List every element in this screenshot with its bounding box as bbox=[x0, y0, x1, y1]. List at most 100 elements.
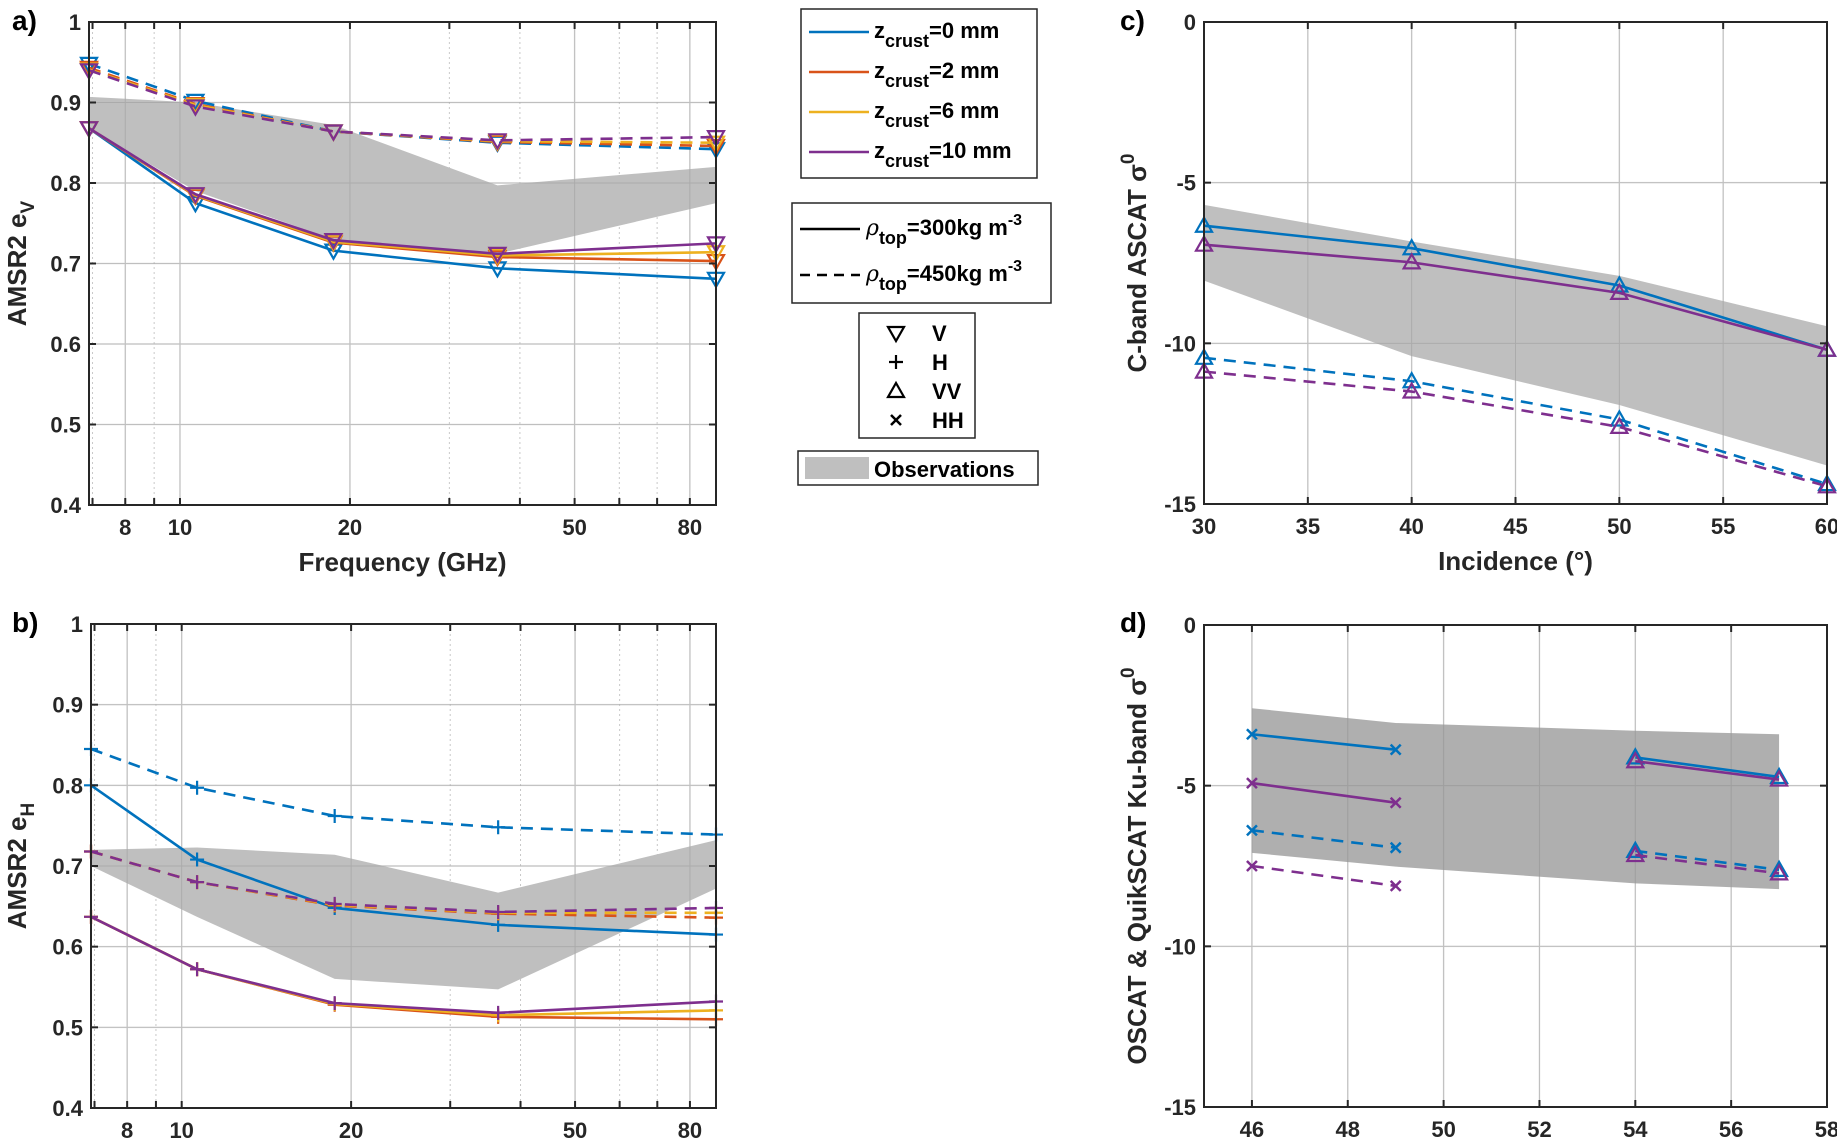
legend-item-crust: zcrust=6 mm bbox=[809, 98, 999, 131]
y-tick-label: 0.4 bbox=[50, 493, 81, 518]
data-point bbox=[190, 875, 205, 890]
panel-b: 0.4 0.5 0.6 0.7 0.8 0.9 1 8 10 20 50 80 AMSR2 eH b) bbox=[2, 607, 723, 1142]
observations-label: Observations bbox=[874, 457, 1015, 482]
legend-density: ρtop=300kg m-3 ρtop=450kg m-3 bbox=[791, 202, 1052, 304]
series-line bbox=[90, 747, 717, 836]
y-tick-label: -5 bbox=[1176, 774, 1196, 799]
data-point bbox=[1401, 371, 1422, 389]
x-tick-label: 50 bbox=[562, 515, 586, 540]
series-dashed-crust-10 bbox=[1625, 844, 1789, 881]
y-tick-label: -5 bbox=[1176, 171, 1196, 196]
x-tick-label: 10 bbox=[168, 515, 192, 540]
x-axis-label: Frequency (GHz) bbox=[298, 547, 506, 577]
panel-label: b) bbox=[12, 607, 38, 638]
series-solid-crust-0 bbox=[1625, 747, 1789, 785]
y-tick-label: 0.6 bbox=[50, 332, 81, 357]
legend-item-crust: zcrust=0 mm bbox=[809, 18, 999, 51]
series-line bbox=[88, 66, 717, 148]
x-tick-label: 8 bbox=[121, 1118, 133, 1142]
x-tick-label: 58 bbox=[1815, 1117, 1837, 1142]
series-line bbox=[1203, 243, 1828, 352]
x-axis-label: Incidence (°) bbox=[1438, 546, 1593, 576]
legend-label: zcrust=2 mm bbox=[874, 58, 999, 91]
y-tick-label: 1 bbox=[71, 612, 83, 637]
series-line bbox=[1203, 356, 1828, 486]
series-line bbox=[1251, 732, 1396, 751]
y-tick-label: 0.4 bbox=[52, 1096, 83, 1121]
data-point bbox=[487, 246, 508, 265]
x-tick-label: 80 bbox=[678, 515, 702, 540]
y-tick-label: -15 bbox=[1164, 1095, 1196, 1120]
data-point bbox=[1246, 728, 1258, 741]
legend-label: zcrust=10 mm bbox=[874, 138, 1012, 171]
series-solid-crust-10 bbox=[79, 121, 726, 265]
data-point bbox=[327, 896, 342, 911]
x-tick-label: 50 bbox=[1431, 1117, 1455, 1142]
x-tick-label: 45 bbox=[1503, 514, 1527, 539]
series-line bbox=[1203, 370, 1828, 488]
series-solid-crust-0 bbox=[1246, 728, 1402, 756]
data-point bbox=[1401, 252, 1422, 270]
legend-density-box bbox=[791, 202, 1052, 304]
observations-band bbox=[1204, 204, 1827, 466]
x-tick-label: 48 bbox=[1336, 1117, 1360, 1142]
data-point bbox=[1389, 841, 1402, 854]
legend-crust-box bbox=[800, 8, 1038, 179]
x-tick-label: 10 bbox=[169, 1118, 193, 1142]
data-point bbox=[487, 133, 508, 151]
legend-item-crust: zcrust=2 mm bbox=[809, 58, 999, 91]
series-line bbox=[88, 127, 717, 256]
y-tick-label: 0 bbox=[1184, 10, 1196, 35]
legend-label: zcrust=6 mm bbox=[874, 98, 999, 131]
data-point bbox=[1389, 743, 1402, 756]
data-point bbox=[1769, 769, 1789, 787]
legend-label: HH bbox=[932, 408, 964, 433]
panel-c: -15 -10 -5 0 30 35 40 45 50 55 60 Incidence (°) C-ba… bbox=[1118, 5, 1837, 576]
series-line bbox=[1635, 756, 1780, 779]
legend-label: zcrust=0 mm bbox=[874, 18, 999, 51]
series-line bbox=[1251, 829, 1396, 849]
legend-label: ρtop=450kg m-3 bbox=[865, 258, 1022, 294]
x-tick-label: 20 bbox=[339, 1118, 363, 1142]
y-tick-label: 0.5 bbox=[50, 413, 81, 438]
data-point bbox=[190, 780, 205, 795]
data-point bbox=[1769, 859, 1789, 877]
observations-band bbox=[89, 96, 716, 254]
series-line bbox=[1251, 864, 1396, 888]
series-line bbox=[88, 68, 717, 145]
y-tick-label: 0.5 bbox=[52, 1015, 83, 1040]
y-axis-label: AMSR2 eH bbox=[2, 803, 39, 929]
series-line bbox=[88, 69, 717, 142]
series-line bbox=[1635, 759, 1780, 781]
data-point bbox=[1609, 416, 1630, 434]
y-tick-label: 0.8 bbox=[50, 171, 81, 196]
x-tick-label: 52 bbox=[1527, 1117, 1551, 1142]
legend-label: VV bbox=[932, 379, 962, 404]
x-tick-label: 40 bbox=[1399, 514, 1423, 539]
x-tick-label: 80 bbox=[678, 1118, 702, 1142]
up-triangle-icon bbox=[886, 380, 906, 399]
series-dashed-crust-0 bbox=[1246, 824, 1402, 854]
x-tick-label: 35 bbox=[1296, 514, 1320, 539]
series-solid-crust-10 bbox=[1246, 777, 1402, 809]
y-axis-label: AMSR2 eV bbox=[2, 200, 39, 326]
data-point bbox=[190, 852, 205, 867]
x-tick-label: 55 bbox=[1711, 514, 1735, 539]
series-dashed-crust-0 bbox=[1625, 840, 1789, 877]
legend-label: ρtop=300kg m-3 bbox=[865, 212, 1022, 248]
x-tick-label: 50 bbox=[1607, 514, 1631, 539]
data-point bbox=[491, 1005, 506, 1020]
series-line bbox=[1251, 781, 1396, 804]
data-point bbox=[1246, 860, 1258, 872]
data-point bbox=[185, 187, 206, 205]
data-point bbox=[1625, 840, 1646, 858]
data-point bbox=[323, 233, 344, 251]
y-tick-label: 0.9 bbox=[52, 693, 83, 718]
y-tick-label: 0.8 bbox=[52, 773, 83, 798]
data-point bbox=[327, 808, 342, 823]
legend-label: V bbox=[932, 321, 947, 346]
data-point bbox=[1246, 824, 1258, 837]
legend-item-density: ρtop=450kg m-3 bbox=[800, 258, 1022, 294]
legend-crust: zcrust=0 mm zcrust=2 mm zcrust=6 mm zcrust=… bbox=[800, 8, 1038, 179]
data-point bbox=[1625, 747, 1646, 765]
